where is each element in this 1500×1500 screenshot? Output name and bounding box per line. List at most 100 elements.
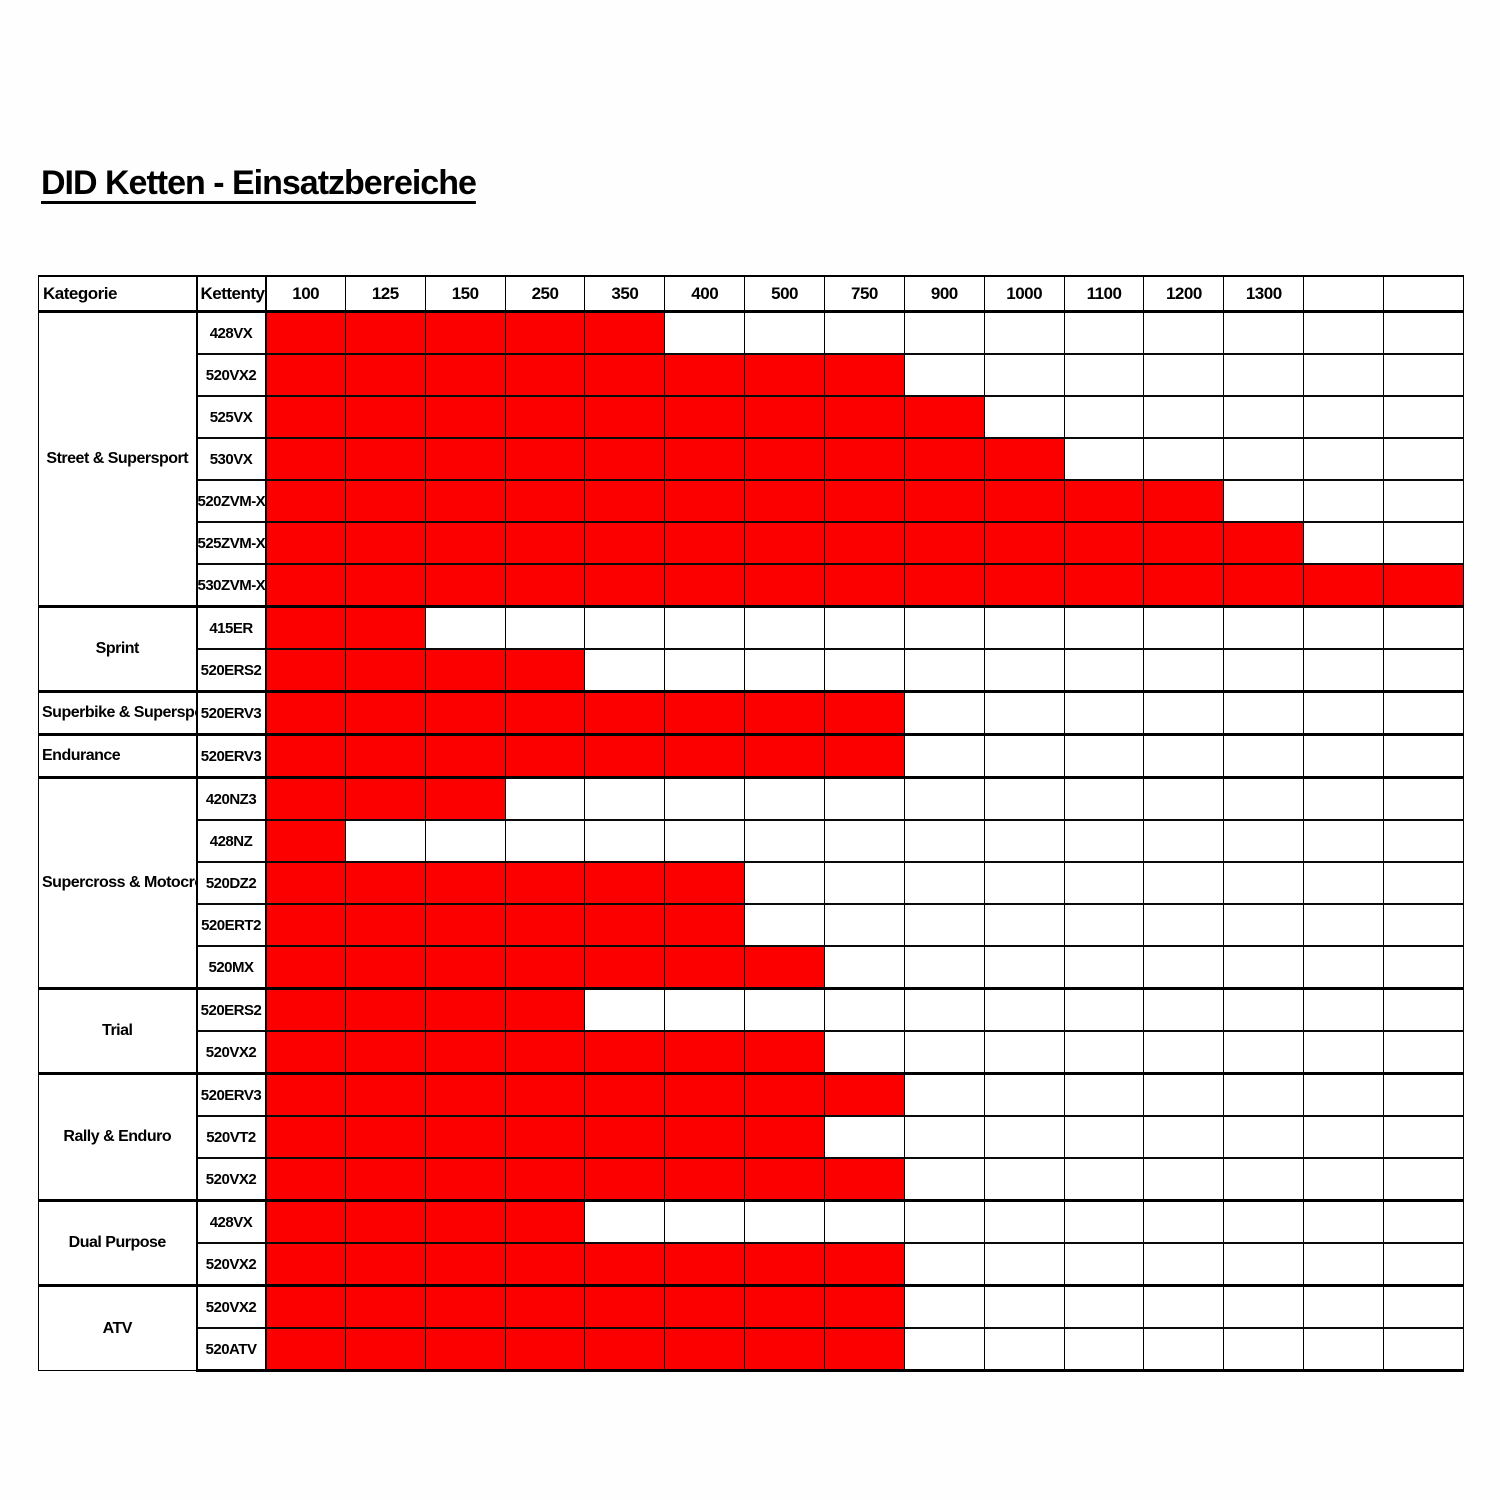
range-cell-red — [584, 1115, 666, 1159]
range-cell-red — [344, 1199, 426, 1244]
range-cell-red — [424, 1072, 506, 1117]
load-column-header — [1383, 275, 1464, 313]
range-cell-red — [424, 521, 506, 565]
range-cell-red — [504, 861, 586, 905]
range-cell-empty — [1063, 1199, 1145, 1244]
range-cell-empty — [1303, 521, 1385, 565]
range-cell-red — [744, 1327, 826, 1372]
range-cell-empty — [1063, 903, 1145, 947]
range-cell-red — [344, 903, 426, 947]
range-cell-red — [1383, 563, 1464, 607]
load-column-header: 1300 — [1223, 275, 1305, 313]
range-cell-empty — [1303, 987, 1385, 1032]
range-cell-red — [584, 1242, 666, 1286]
range-cell-empty — [504, 819, 586, 863]
range-cell-empty — [903, 987, 985, 1032]
range-cell-red — [584, 1327, 666, 1372]
category-cell: Dual Purpose — [38, 1199, 198, 1286]
range-cell-empty — [903, 648, 985, 692]
range-cell-empty — [664, 819, 746, 863]
chain-type-cell: 428NZ — [196, 819, 267, 863]
range-cell-empty — [1303, 733, 1385, 778]
range-cell-empty — [1303, 437, 1385, 481]
load-column-header: 750 — [824, 275, 905, 313]
table-row: Rally & Enduro 520ERV3 — [38, 1072, 1464, 1201]
range-cell-empty — [1223, 1327, 1305, 1372]
range-cell-empty — [903, 1242, 985, 1286]
range-cell-red — [664, 1327, 746, 1372]
table-row: 520ZVM-X — [39, 479, 1464, 523]
range-cell-empty — [824, 819, 905, 863]
range-cell-red — [504, 395, 586, 439]
range-cell-red — [664, 733, 746, 778]
range-cell-red — [983, 521, 1065, 565]
range-cell-empty — [903, 945, 985, 989]
range-cell-red — [344, 395, 426, 439]
range-cell-red — [344, 605, 426, 650]
range-cell-red — [265, 479, 346, 523]
table-row: 520ERS2 — [39, 648, 1464, 692]
range-cell-empty — [824, 648, 905, 692]
range-cell-empty — [664, 1199, 746, 1244]
range-cell-empty — [1223, 310, 1305, 355]
range-cell-empty — [1383, 353, 1464, 397]
range-cell-red — [265, 1072, 346, 1117]
range-cell-empty — [1223, 1199, 1305, 1244]
range-cell-red — [664, 861, 746, 905]
range-cell-empty — [1143, 1327, 1225, 1372]
range-cell-empty — [1303, 903, 1385, 947]
range-cell-red — [824, 353, 905, 397]
range-cell-empty — [903, 1030, 985, 1074]
table-row: 520ATV — [39, 1327, 1464, 1372]
range-cell-red — [265, 819, 346, 863]
range-cell-red — [584, 1030, 666, 1074]
range-cell-empty — [983, 395, 1065, 439]
range-cell-empty — [903, 1327, 985, 1372]
range-cell-red — [265, 1030, 346, 1074]
range-cell-empty — [1143, 819, 1225, 863]
range-cell-red — [424, 1030, 506, 1074]
table-row: 520VT2 — [39, 1115, 1464, 1159]
range-cell-empty — [903, 690, 985, 735]
range-cell-red — [824, 395, 905, 439]
range-cell-red — [584, 1284, 666, 1329]
load-column-header: 125 — [344, 275, 426, 313]
range-cell-red — [664, 521, 746, 565]
range-cell-empty — [983, 310, 1065, 355]
range-cell-empty — [1063, 437, 1145, 481]
range-cell-red — [265, 1199, 346, 1244]
range-cell-empty — [983, 987, 1065, 1032]
range-cell-empty — [744, 1199, 826, 1244]
chain-type-cell: 520ATV — [196, 1327, 267, 1372]
range-cell-empty — [983, 819, 1065, 863]
range-cell-empty — [1303, 1199, 1385, 1244]
range-cell-red — [424, 733, 506, 778]
range-cell-empty — [584, 776, 666, 821]
table-row: Sprint 415ER — [38, 605, 1464, 692]
range-cell-red — [265, 648, 346, 692]
range-cell-empty — [1223, 776, 1305, 821]
range-cell-empty — [903, 861, 985, 905]
range-cell-empty — [1383, 648, 1464, 692]
range-cell-red — [504, 1115, 586, 1159]
range-cell-red — [903, 395, 985, 439]
range-cell-empty — [424, 605, 506, 650]
range-cell-empty — [824, 310, 905, 355]
range-cell-red — [265, 1242, 346, 1286]
range-cell-red — [903, 563, 985, 607]
range-cell-empty — [1063, 1030, 1145, 1074]
range-cell-empty — [1383, 1072, 1464, 1117]
range-cell-red — [424, 1157, 506, 1201]
range-cell-red — [504, 1199, 586, 1244]
range-cell-empty — [983, 1115, 1065, 1159]
range-cell-red — [584, 903, 666, 947]
range-cell-empty — [744, 903, 826, 947]
range-cell-red — [504, 733, 586, 778]
range-cell-red — [584, 733, 666, 778]
range-cell-red — [265, 1157, 346, 1201]
range-cell-red — [424, 903, 506, 947]
table-row: 520MX — [39, 945, 1464, 989]
range-cell-red — [744, 1242, 826, 1286]
range-cell-red — [824, 521, 905, 565]
range-cell-red — [344, 1030, 426, 1074]
